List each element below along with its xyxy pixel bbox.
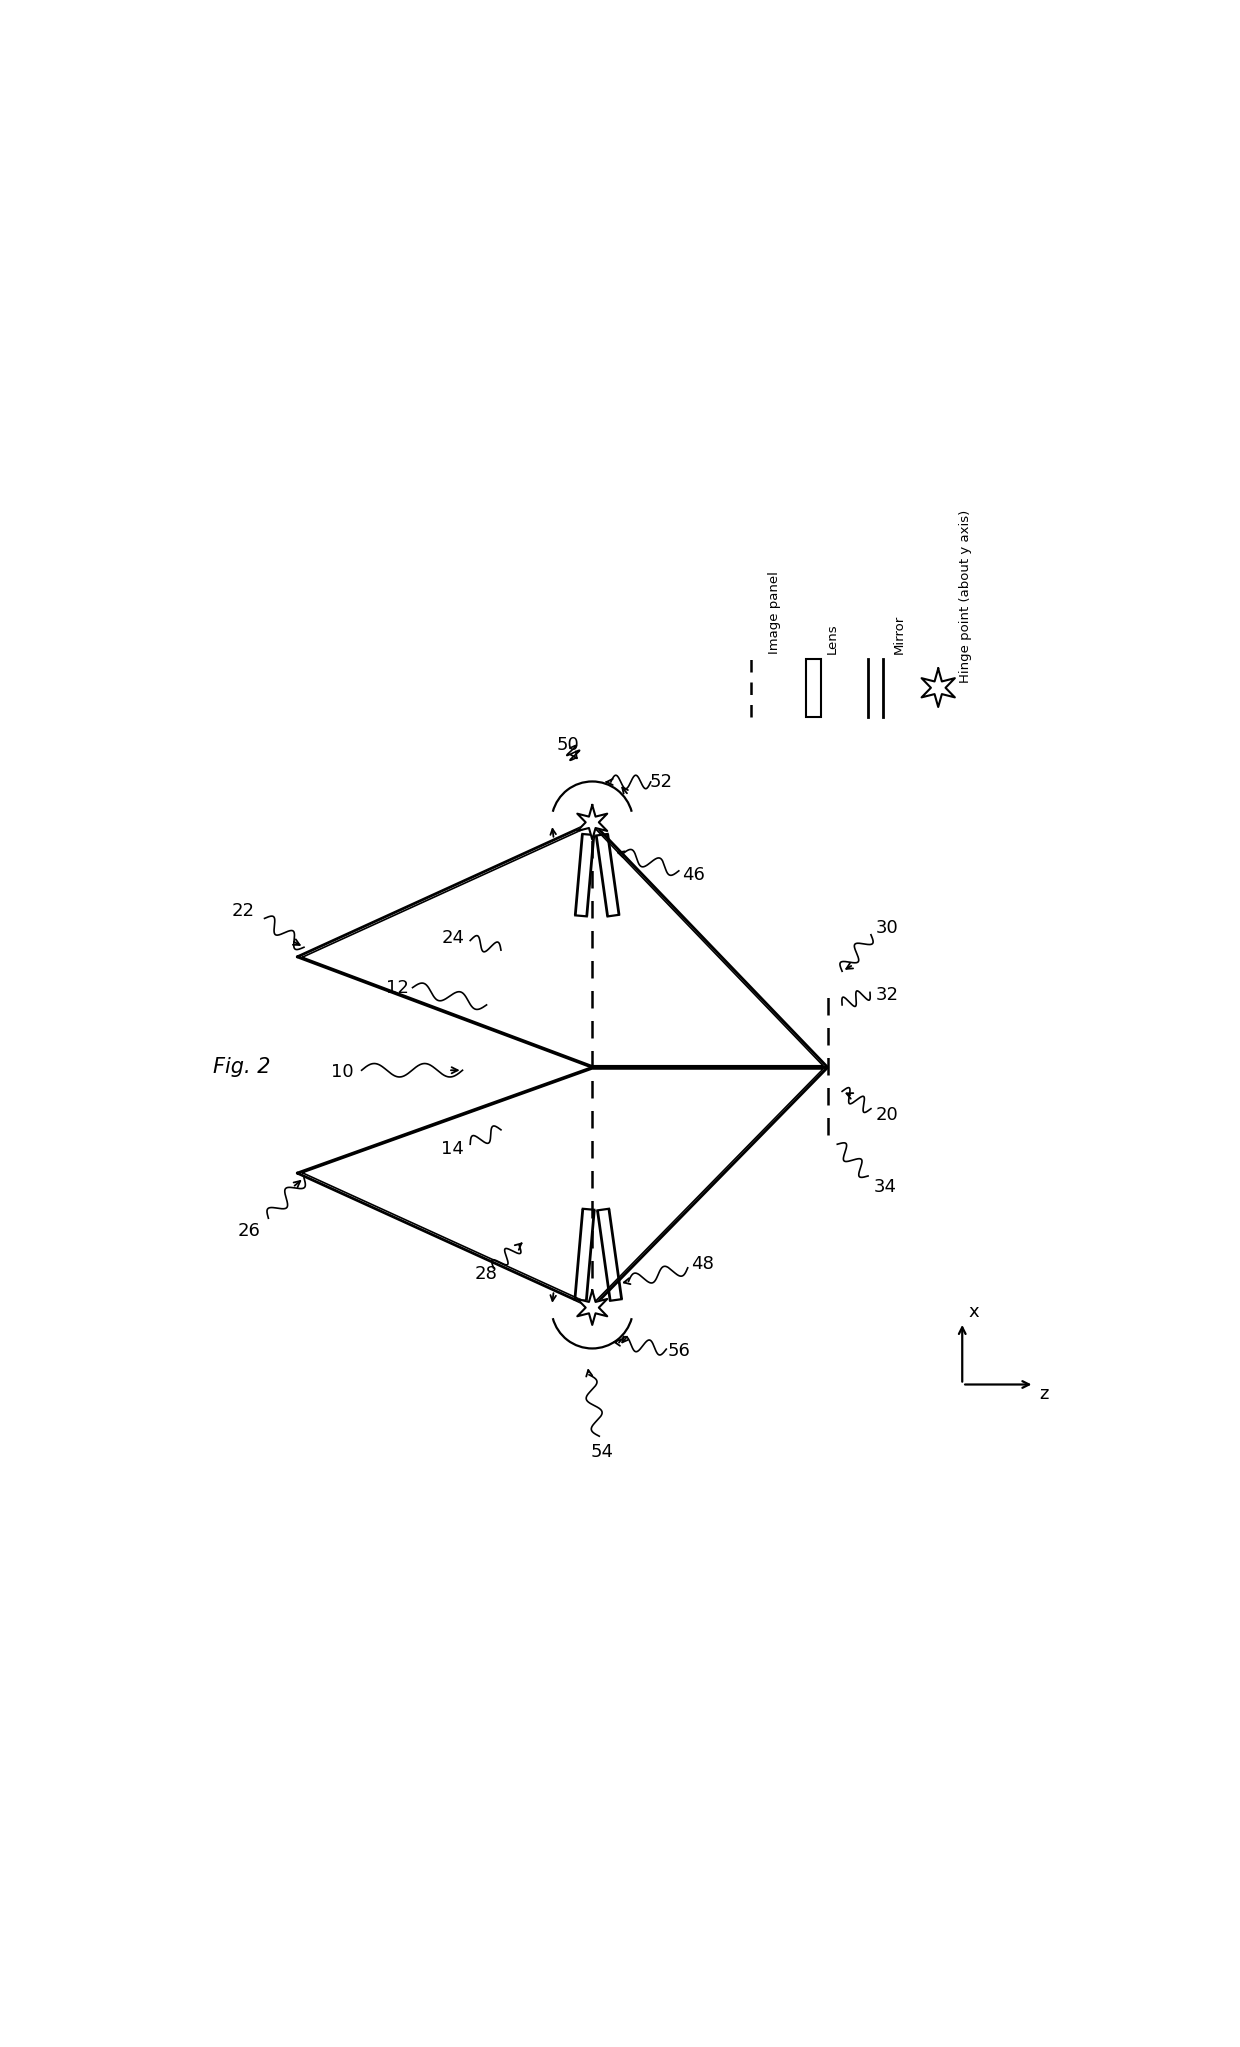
- Text: 26: 26: [238, 1222, 260, 1240]
- Text: 24: 24: [441, 929, 465, 946]
- Text: Fig. 2: Fig. 2: [213, 1058, 270, 1077]
- Text: Mirror: Mirror: [893, 614, 906, 655]
- Text: 56: 56: [667, 1343, 691, 1359]
- Text: 20: 20: [875, 1107, 899, 1124]
- Text: 48: 48: [692, 1255, 714, 1273]
- Text: 30: 30: [875, 919, 899, 938]
- Text: 12: 12: [386, 978, 409, 997]
- Text: 54: 54: [590, 1443, 614, 1462]
- Text: Image panel: Image panel: [768, 571, 781, 655]
- Text: 22: 22: [232, 903, 255, 919]
- Polygon shape: [921, 669, 955, 706]
- Text: 50: 50: [557, 737, 579, 755]
- Text: x: x: [968, 1304, 980, 1322]
- Text: Hinge point (about y axis): Hinge point (about y axis): [960, 510, 972, 684]
- Text: 28: 28: [475, 1265, 498, 1283]
- Text: Lens: Lens: [826, 624, 838, 655]
- Text: 46: 46: [682, 866, 704, 884]
- Text: 34: 34: [874, 1179, 897, 1197]
- Polygon shape: [578, 804, 608, 839]
- Text: 14: 14: [441, 1140, 464, 1159]
- Text: 10: 10: [331, 1062, 353, 1081]
- Polygon shape: [578, 1290, 608, 1324]
- Text: z: z: [1039, 1386, 1049, 1402]
- Bar: [806, 659, 821, 716]
- Text: 32: 32: [875, 987, 899, 1005]
- Text: 52: 52: [650, 774, 673, 790]
